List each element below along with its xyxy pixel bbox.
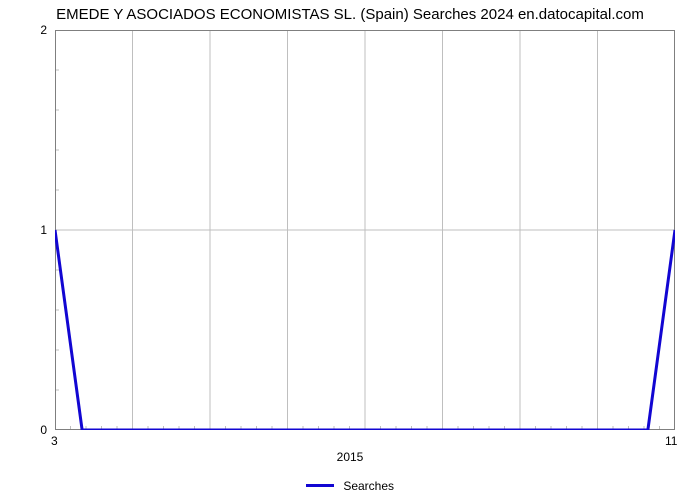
x-tick-right: 11 — [665, 434, 677, 448]
legend-label: Searches — [343, 479, 394, 493]
y-tick-0: 0 — [40, 423, 47, 437]
chart-title: EMEDE Y ASOCIADOS ECONOMISTAS SL. (Spain… — [0, 6, 700, 23]
legend-swatch — [306, 484, 334, 487]
x-tick-left: 3 — [51, 434, 58, 448]
x-axis-center-label: 2015 — [0, 450, 700, 464]
y-tick-1: 1 — [40, 223, 47, 237]
y-tick-2: 2 — [40, 23, 47, 37]
legend: Searches — [0, 478, 700, 493]
chart-plot — [55, 30, 675, 430]
chart-container: EMEDE Y ASOCIADOS ECONOMISTAS SL. (Spain… — [0, 0, 700, 500]
